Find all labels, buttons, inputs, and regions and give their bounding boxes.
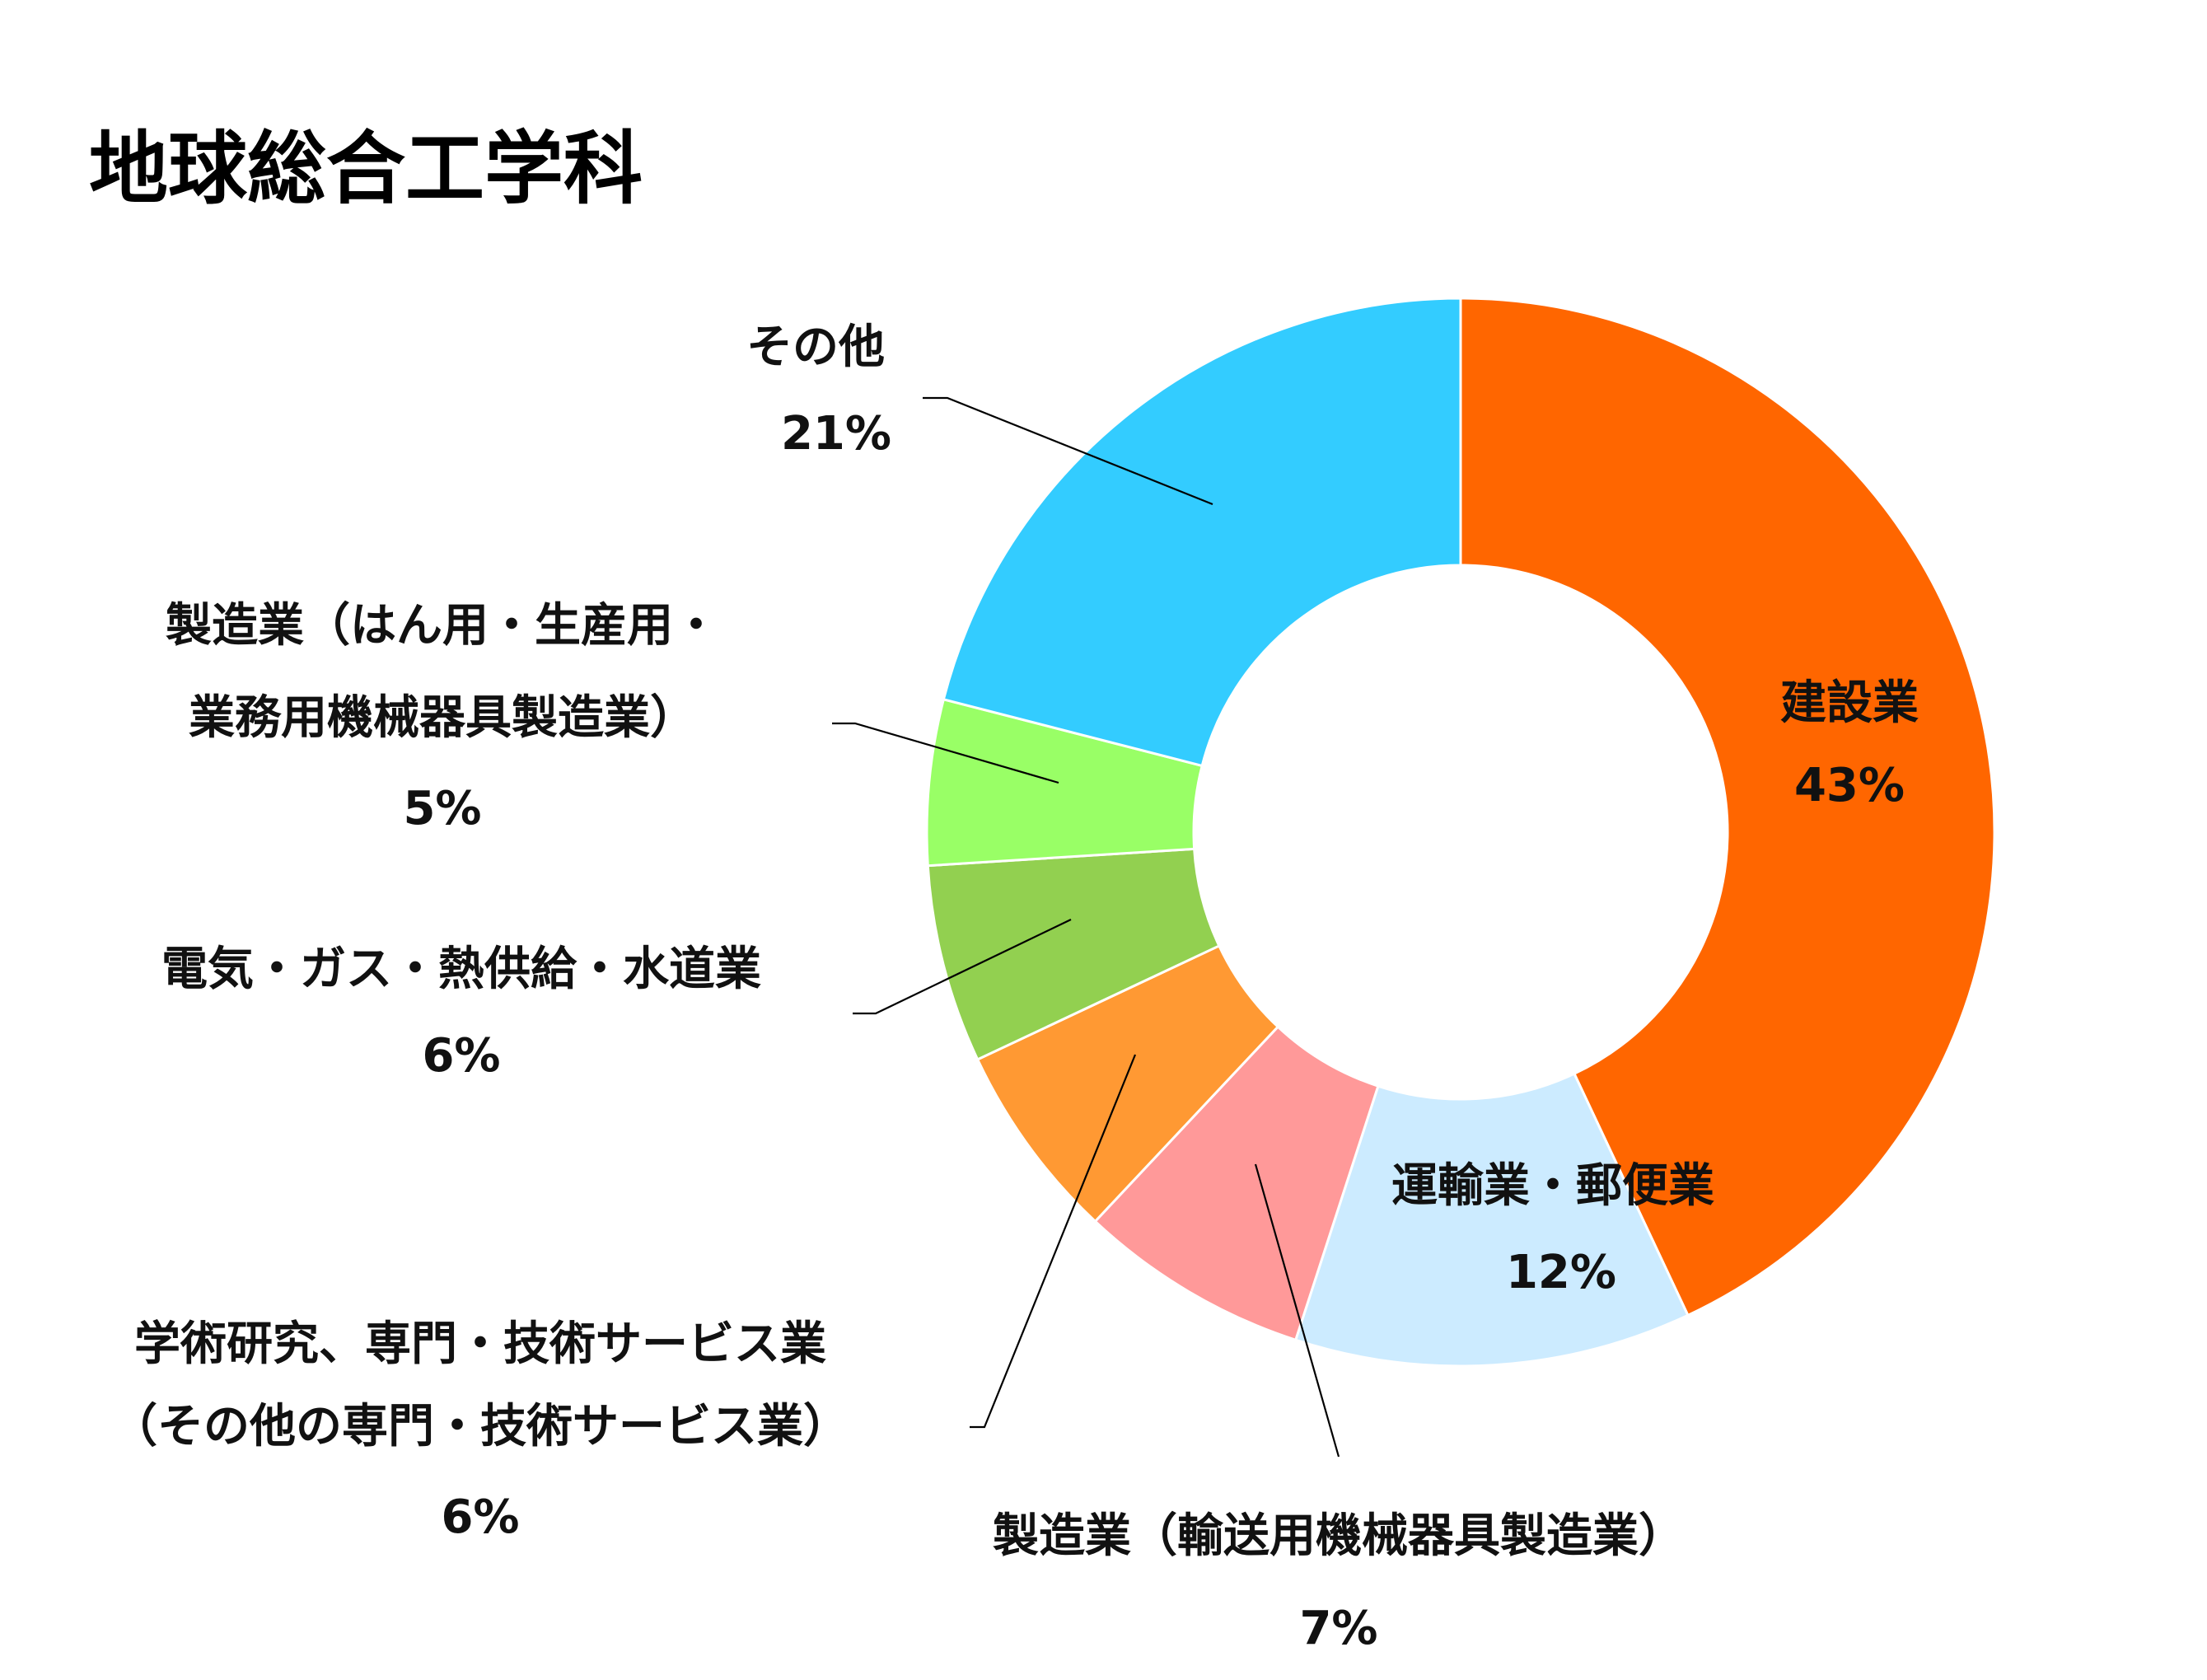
leader-line-2 [1254, 1163, 1340, 1458]
slice-label-2-0: 製造業（輸送用機械器具製造業） [993, 1509, 1685, 1563]
slice-label-5-1: 業務用機械器具製造業） [189, 691, 696, 745]
chart-title: 地球総合工学科 [89, 123, 643, 215]
leader-line-6 [923, 396, 1213, 506]
slice-label-6-0: その他 [746, 321, 885, 374]
leader-line-5 [832, 722, 1059, 784]
slice-label-1-0: 運輸業・郵便業 [1391, 1159, 1714, 1213]
slice-value-label-3: 6% [441, 1490, 519, 1544]
slice-value-label-0: 43% [1794, 759, 1905, 812]
slice-6 [942, 297, 1462, 768]
slice-value-label-4: 6% [422, 1029, 500, 1083]
leader-line-3 [970, 1054, 1137, 1429]
slice-label-5-0: 製造業（はん用・生産用・ [166, 599, 719, 653]
slice-value-label-2: 7% [1299, 1602, 1377, 1655]
slice-label-3-0: 学術研究、専門・技術サービス業 [134, 1317, 826, 1371]
slice-value-label-5: 5% [403, 782, 481, 835]
slice-label-4-0: 電気・ガス・熱供給・水道業 [161, 943, 761, 996]
leader-lines-layer [832, 396, 1340, 1458]
slice-value-label-6: 21% [781, 407, 891, 461]
slice-label-0-0: 建設業 [1780, 676, 1919, 730]
labels-layer: 建設業 43% 運輸業・郵便業 12% 製造業（輸送用機械器具製造業） 7% 学術研究、専門… [111, 321, 1919, 1655]
leader-line-4 [853, 919, 1072, 1015]
slice-value-label-1: 12% [1506, 1246, 1616, 1299]
slices-layer [925, 297, 1996, 1368]
slice-label-3-1: （その他の専門・技術サービス業） [111, 1400, 849, 1453]
slice-0 [1459, 297, 1996, 1317]
slice-1 [1293, 1072, 1690, 1368]
